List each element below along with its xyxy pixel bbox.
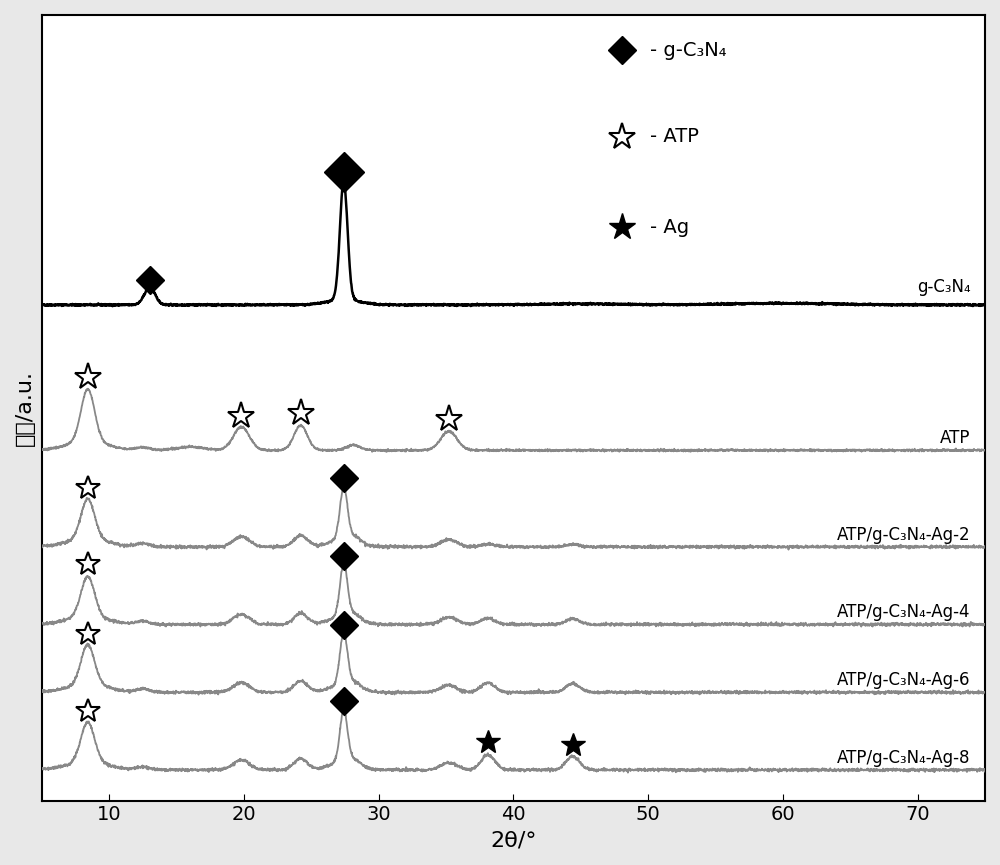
Y-axis label: 强度/a.u.: 强度/a.u.: [15, 370, 35, 445]
Text: - Ag: - Ag: [650, 218, 689, 237]
Text: g-C₃N₄: g-C₃N₄: [917, 279, 971, 296]
Text: ATP: ATP: [940, 428, 971, 446]
Text: ATP/g-C₃N₄-Ag-2: ATP/g-C₃N₄-Ag-2: [837, 526, 971, 543]
Text: ATP/g-C₃N₄-Ag-6: ATP/g-C₃N₄-Ag-6: [837, 671, 971, 689]
Text: ATP/g-C₃N₄-Ag-4: ATP/g-C₃N₄-Ag-4: [837, 603, 971, 621]
Text: ATP/g-C₃N₄-Ag-8: ATP/g-C₃N₄-Ag-8: [837, 748, 971, 766]
X-axis label: 2θ/°: 2θ/°: [490, 830, 537, 850]
Text: - g-C₃N₄: - g-C₃N₄: [650, 41, 727, 60]
Text: - ATP: - ATP: [650, 127, 699, 146]
